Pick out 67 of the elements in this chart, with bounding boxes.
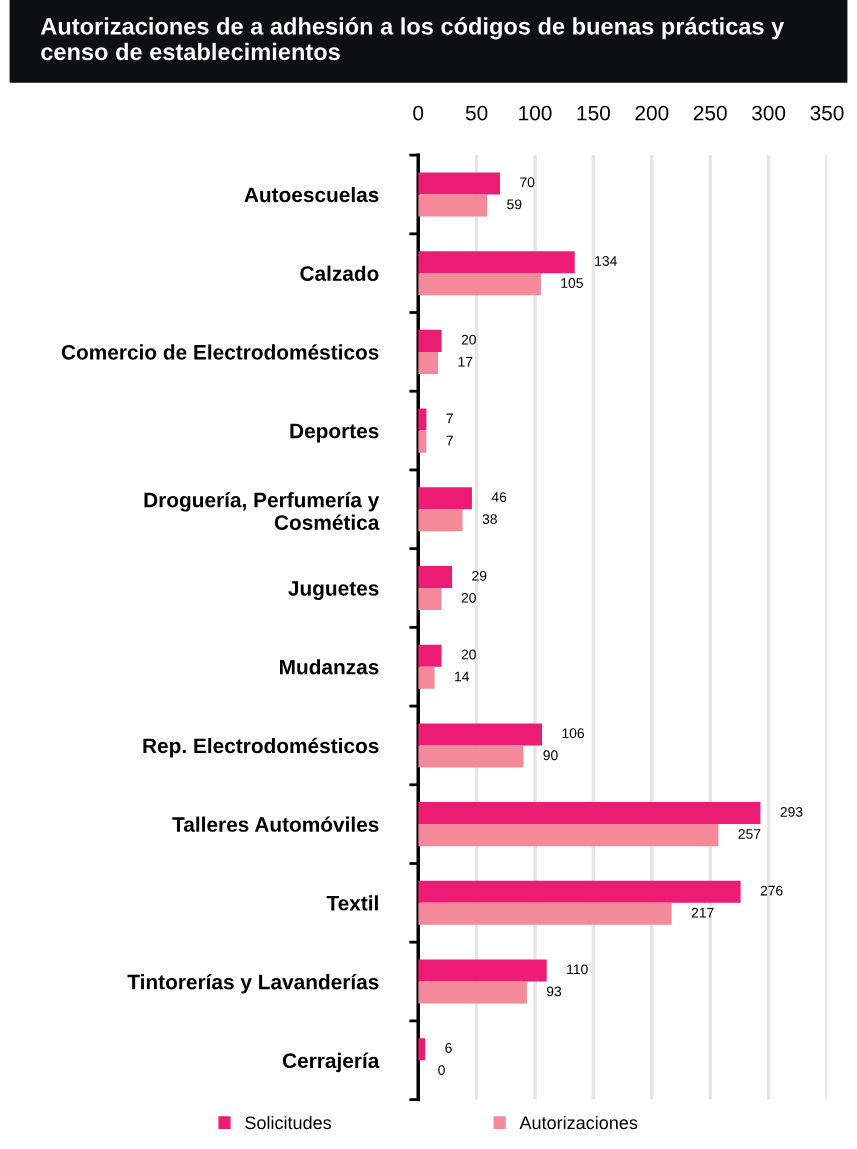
- data-label: 276: [760, 885, 783, 896]
- x-tick-label: 350: [810, 105, 844, 121]
- data-label: 6: [445, 1043, 452, 1053]
- data-label: 90: [543, 750, 558, 761]
- data-label: 20: [461, 649, 476, 660]
- x-tick-label: 300: [752, 105, 786, 121]
- bar: [418, 802, 761, 825]
- y-tick-label: Comercio de Electrodomésticos: [61, 344, 379, 360]
- data-label: 59: [507, 199, 522, 210]
- y-tick-label: Calzado: [300, 265, 379, 281]
- y-tick-label: Talleres Automóviles: [172, 816, 379, 832]
- data-label: 257: [738, 829, 761, 839]
- bar: [418, 565, 453, 588]
- data-label: 293: [780, 806, 803, 817]
- bar: [418, 745, 524, 768]
- bar: [418, 351, 439, 374]
- y-tick-label: Deportes: [290, 423, 379, 443]
- data-label: 106: [562, 728, 585, 739]
- legend-label: Autorizaciones: [519, 1115, 638, 1130]
- data-label: 134: [595, 256, 617, 266]
- x-tick-label: 150: [577, 105, 610, 121]
- bar: [418, 487, 472, 510]
- x-tick-label: 0: [413, 105, 424, 121]
- bar: [418, 981, 527, 1004]
- data-label: 0: [438, 1065, 445, 1075]
- data-label: 20: [461, 334, 476, 345]
- data-label: 46: [491, 492, 507, 502]
- data-label: 20: [461, 592, 476, 603]
- bar: [418, 172, 500, 195]
- bar: [418, 273, 541, 296]
- bar: [418, 902, 672, 925]
- y-tick-label: Mudanzas: [280, 659, 379, 675]
- data-label: 14: [455, 671, 470, 682]
- y-tick-label: Tintorerías y Lavanderías: [127, 973, 379, 994]
- bar: [418, 880, 741, 903]
- data-label: 110: [567, 964, 588, 975]
- x-tick-label: 200: [635, 105, 669, 121]
- bar: [418, 194, 488, 217]
- x-tick-label: 100: [519, 105, 552, 121]
- data-label: 70: [520, 177, 535, 188]
- bar: [418, 329, 442, 352]
- y-tick-label: Juguetes: [288, 581, 379, 600]
- legend-label: Solicitudes: [245, 1115, 332, 1130]
- y-tick-label: Textil: [326, 895, 378, 911]
- bar: [418, 959, 547, 982]
- data-label: 7: [446, 435, 453, 446]
- data-label: 93: [546, 986, 562, 997]
- y-tick-label: Autoescuelas: [244, 186, 379, 203]
- bar: [418, 251, 575, 274]
- y-tick-label: Rep. Electrodomésticos: [143, 737, 379, 758]
- y-tick-label: Droguería, Perfumería y Cosmética: [144, 491, 380, 530]
- data-label: 38: [482, 514, 497, 525]
- data-label: 105: [561, 278, 583, 288]
- x-tick-label: 250: [693, 105, 727, 121]
- bar: [418, 666, 435, 689]
- y-tick-label: Cerrajería: [282, 1052, 380, 1073]
- bar: [418, 723, 543, 746]
- data-label: 17: [458, 356, 473, 367]
- x-tick-label: 50: [465, 105, 488, 121]
- data-label: 29: [472, 570, 487, 581]
- bar: [418, 824, 719, 847]
- data-label: 7: [446, 413, 453, 424]
- bar: [418, 588, 442, 611]
- bar: [418, 509, 463, 532]
- bar: [418, 644, 442, 667]
- chart-title: Autorizaciones de a adhesión a los códigos de buenas prácticas y censo de establecimientos: [40, 17, 785, 61]
- data-label: 217: [691, 907, 714, 918]
